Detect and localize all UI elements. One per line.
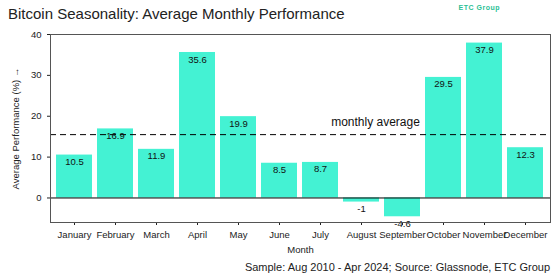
svg-text:10.5: 10.5 xyxy=(65,156,84,167)
svg-text:June: June xyxy=(269,229,290,240)
svg-text:10: 10 xyxy=(31,151,42,162)
svg-text:May: May xyxy=(230,229,248,240)
svg-text:October: October xyxy=(427,229,461,240)
html-text:ETC Group: ETC Group xyxy=(458,4,500,11)
svg-text:-4.6: -4.6 xyxy=(394,218,410,229)
svg-text:16.9: 16.9 xyxy=(106,130,125,141)
svg-text:monthly average: monthly average xyxy=(331,115,420,129)
svg-text:February: February xyxy=(96,229,134,240)
svg-text:-1: -1 xyxy=(357,203,365,214)
svg-text:35.6: 35.6 xyxy=(188,54,207,65)
svg-text:Average Performance (%) →: Average Performance (%) → xyxy=(10,68,21,190)
svg-text:8.7: 8.7 xyxy=(314,163,327,174)
svg-text:37.9: 37.9 xyxy=(475,44,494,55)
svg-text:8.5: 8.5 xyxy=(273,164,286,175)
svg-text:29.5: 29.5 xyxy=(434,78,453,89)
svg-text:11.9: 11.9 xyxy=(148,150,166,161)
svg-text:August: August xyxy=(347,229,377,240)
svg-text:20: 20 xyxy=(31,110,42,121)
svg-text:December: December xyxy=(504,229,548,240)
svg-text:12.3: 12.3 xyxy=(516,149,535,160)
svg-text:April: April xyxy=(188,229,207,240)
svg-text:November: November xyxy=(463,229,507,240)
svg-text:Month: Month xyxy=(287,244,313,255)
html-text:Sample: Aug 2010 - Apr 2024; S: Sample: Aug 2010 - Apr 2024; Source: Gla… xyxy=(244,261,550,273)
svg-text:September: September xyxy=(379,229,425,240)
svg-text:19.9: 19.9 xyxy=(229,118,248,129)
svg-text:January: January xyxy=(58,229,92,240)
svg-text:40: 40 xyxy=(31,29,42,40)
svg-text:March: March xyxy=(143,229,169,240)
html-text:Bitcoin Seasonality: Average M: Bitcoin Seasonality: Average Monthly Per… xyxy=(8,5,345,22)
svg-text:30: 30 xyxy=(31,69,42,80)
svg-text:0: 0 xyxy=(36,192,41,203)
svg-text:July: July xyxy=(312,229,329,240)
